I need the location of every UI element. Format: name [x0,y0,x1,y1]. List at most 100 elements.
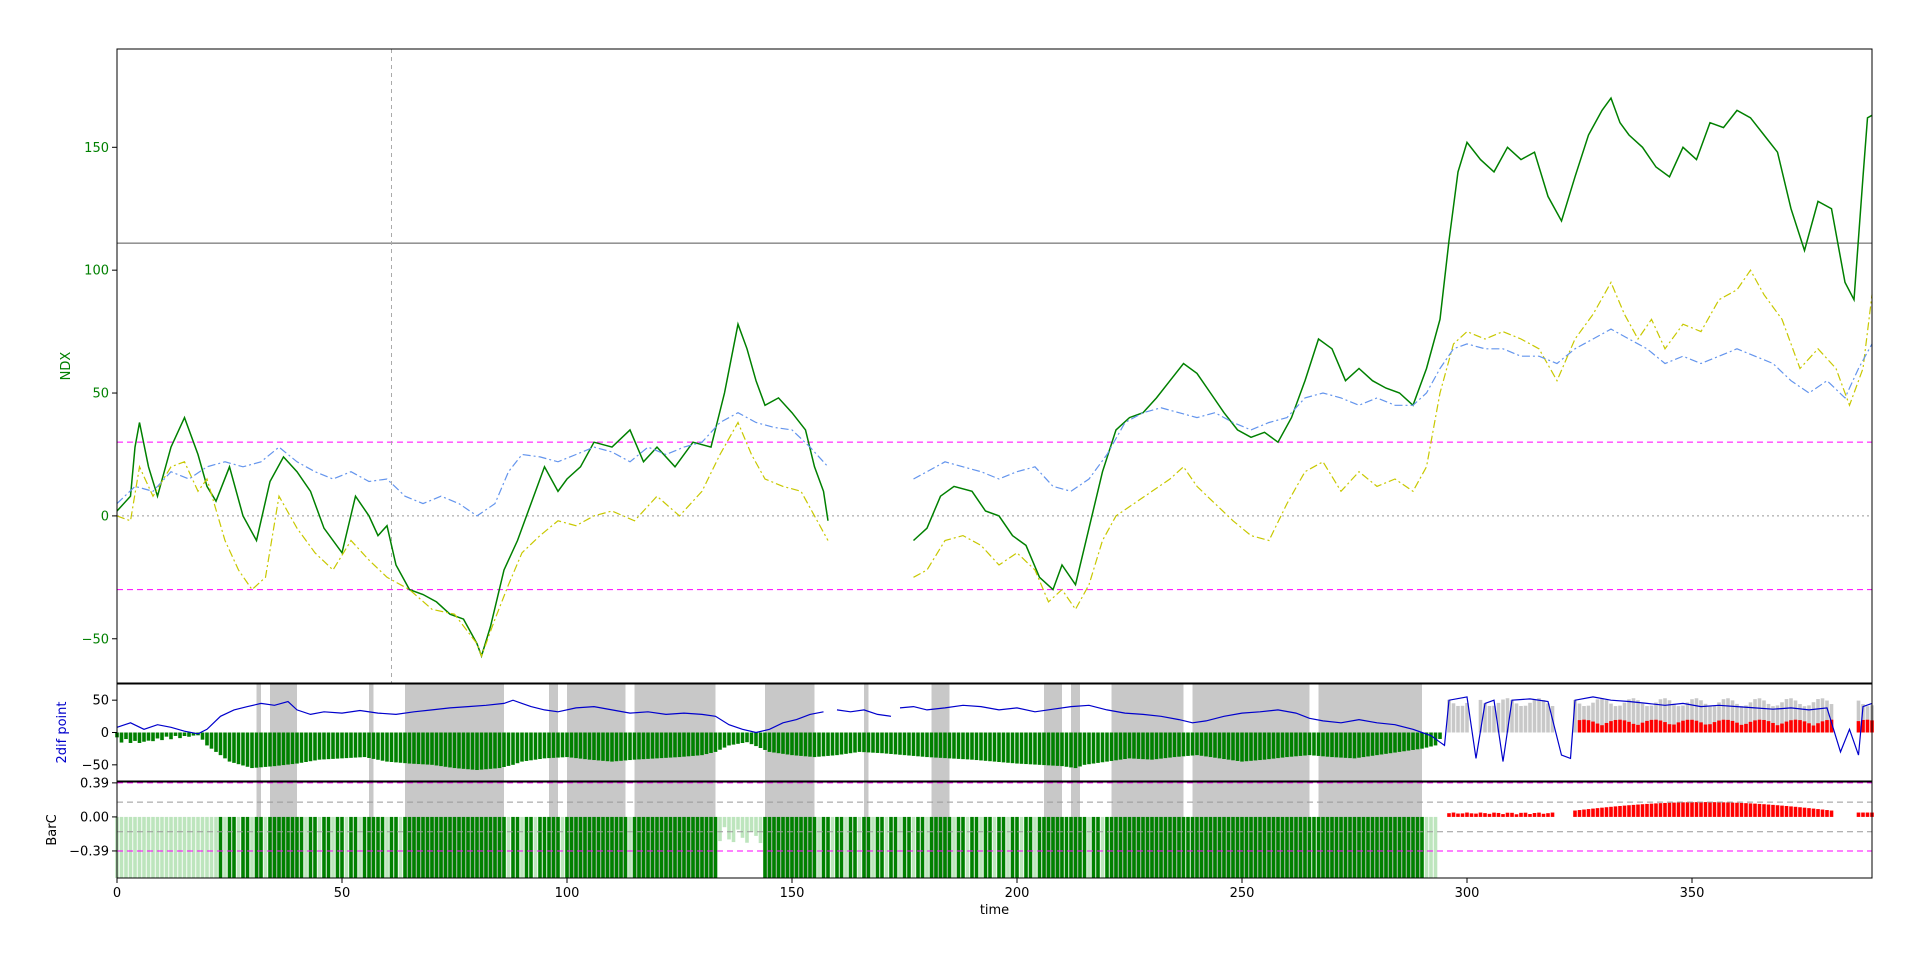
dif-bar [394,732,398,763]
barc-bar [1627,805,1631,817]
dif-bar [443,732,448,767]
dif-bar [1676,722,1681,733]
barc-bar [1262,816,1267,878]
dif-ylabel: 2dif point [55,702,70,764]
dif-bar [1753,720,1757,733]
dif-bar [1312,732,1316,756]
dif-bar [1595,723,1600,733]
dif-bar [1604,722,1609,733]
dif-bar [331,732,335,759]
dif-bar [1690,699,1694,733]
dif-bar [1316,732,1321,756]
barc-bar [1240,816,1244,878]
dif-bar [1262,732,1267,760]
dif-bar [952,732,956,759]
barc-bar [434,816,439,878]
dif-bar [1456,705,1460,733]
barc-bar [1010,816,1015,878]
dif-bar [983,732,988,761]
dif-bar [1249,732,1253,761]
dif-bar [1730,700,1735,733]
barc-bar [182,816,187,878]
barc-bar [875,816,880,878]
barc-bar [412,816,416,878]
barc-bar [520,816,524,878]
barc-bar [394,816,398,878]
dif-bars [115,698,1874,771]
dif-bar [1672,724,1676,733]
y-tick-label: 0.00 [80,810,109,825]
x-tick-label: 50 [334,886,351,901]
barc-bar [934,816,938,878]
dif-bar [286,732,290,765]
dif-bar [1591,721,1595,733]
dif-bar [1510,699,1514,733]
dif-bar [1649,705,1654,733]
barc-bar [695,816,700,878]
barc-bar [1168,816,1172,878]
barc-bar [785,816,790,878]
barc-bar [659,816,664,878]
barc-bar [281,816,286,878]
dif-bar [1681,705,1685,733]
dif-bar [1307,732,1312,756]
series-line [116,321,829,659]
barc-bar [839,816,844,878]
x-tick-label: 300 [1455,886,1480,901]
dif-bar [1091,732,1096,764]
dif-bar [1807,705,1811,733]
dif-bar [1631,723,1636,733]
barc-bar [1181,816,1186,878]
barc-reference-lines [117,782,1872,852]
dif-bar [677,732,682,758]
dif-bar [173,732,178,736]
barc-bar [1249,816,1253,878]
dif-bar [1663,722,1667,733]
shaded-region [864,782,869,878]
dif-bar [1073,732,1078,769]
barc-bar [1159,816,1163,878]
dif-bar [1217,732,1222,759]
barc-bar [983,816,988,878]
barc-bar [475,816,479,878]
dif-bar [1703,724,1708,733]
dif-bar [1330,732,1334,758]
dif-bar [1865,719,1870,733]
barc-bar [1235,816,1240,878]
dif-bar [439,732,443,767]
barc-bar [812,816,817,878]
dif-bar [839,732,844,755]
barc-bar [1429,816,1433,878]
barc-bar [1595,808,1600,817]
barc-bar [1456,813,1460,817]
barc-bar [1672,802,1676,817]
barc-bar [268,816,272,878]
dif-bar [974,732,979,761]
dif-bar [1690,719,1694,733]
dif-bar [695,732,700,756]
barc-bar [776,816,781,878]
dif-bar [1096,732,1100,763]
dif-bar [1780,723,1784,733]
barc-bar [952,816,956,878]
dif-bar [1042,732,1046,766]
dif-bar [646,732,650,759]
dif-bar [1627,699,1631,733]
barc-bar [200,816,205,878]
barc-bar [898,816,902,878]
barc-bar [443,816,448,878]
barc-bar [610,816,614,878]
barc-bar [772,816,776,878]
barc-bar [547,816,551,878]
barc-bar [1145,816,1150,878]
series-line [116,421,829,658]
dif-line-segment [899,696,1873,762]
dif-bar [1784,721,1789,733]
dif-bar [790,732,794,756]
barc-bar [187,816,191,878]
dif-bar [1222,732,1226,760]
dif-bar [263,732,268,767]
dif-bar [1343,732,1348,758]
dif-bar [1276,732,1280,759]
barc-bar [1298,816,1303,878]
